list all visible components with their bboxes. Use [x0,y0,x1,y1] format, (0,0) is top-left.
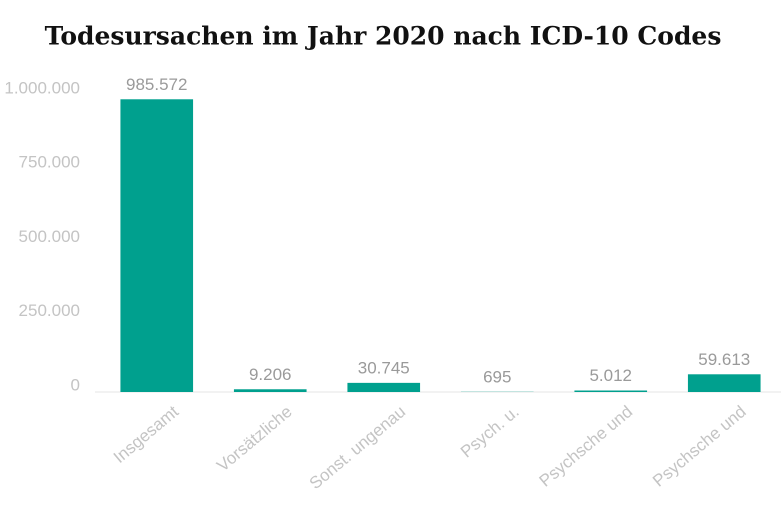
y-tick-label: 750.000 [19,153,80,172]
chart-title: Todesursachen im Jahr 2020 nach ICD-10 C… [45,22,722,51]
value-label: 9.206 [249,365,292,384]
x-tick-label: Psychsche und [536,402,637,491]
value-label: 695 [483,367,511,386]
x-tick-label: Vorsätzliche [213,402,295,475]
y-tick-label: 500.000 [19,227,80,246]
value-label: 30.745 [358,358,410,377]
bar [687,374,761,392]
x-tick-label: Psychsche und [649,402,750,491]
value-label: 59.613 [698,350,750,369]
bar [347,382,421,392]
bar [120,99,194,392]
x-tick-label: Psych. u. [457,402,523,461]
bar [574,390,648,392]
x-tick-label: Insgesamt [110,402,183,467]
bar [233,389,307,392]
y-tick-label: 1.000.000 [4,78,80,97]
y-tick-label: 0 [71,375,80,394]
value-label: 985.572 [126,75,187,94]
value-label: 5.012 [589,366,632,385]
y-tick-label: 250.000 [19,301,80,320]
x-tick-label: Sonst. ungenau [306,402,409,493]
